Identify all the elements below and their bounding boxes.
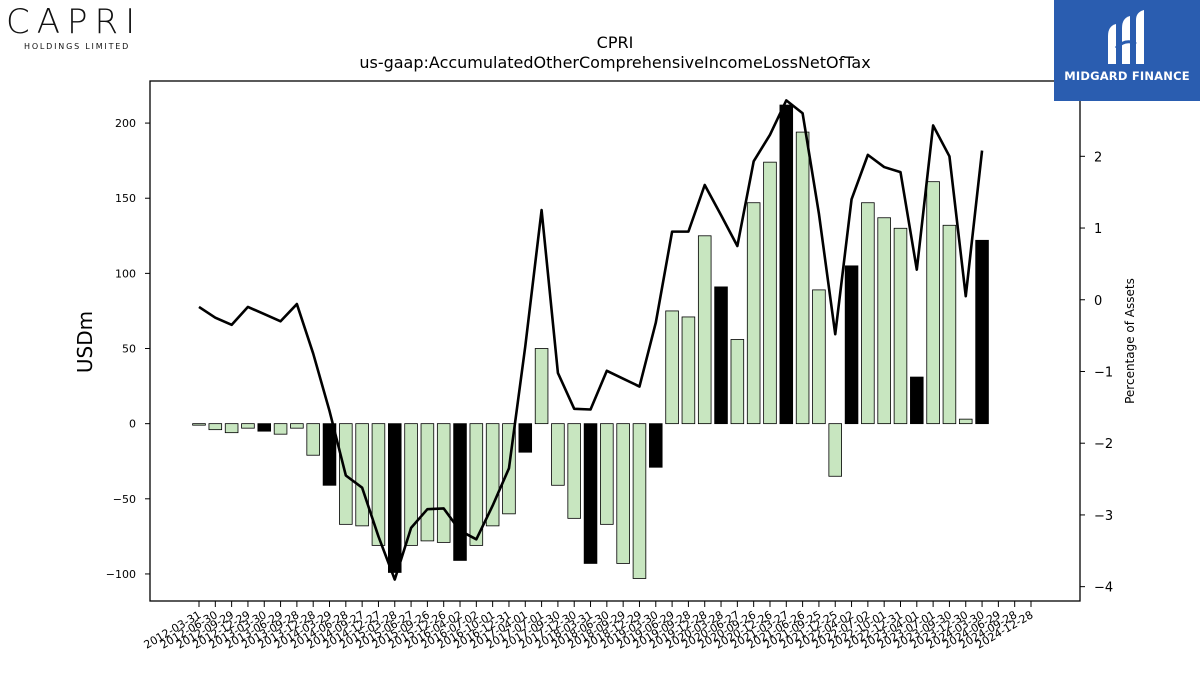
bar-2023-09-30 — [942, 224, 957, 425]
midgard-mark-icon — [1108, 10, 1144, 64]
y-tick-label: 100 — [115, 267, 136, 280]
bar-2023-07-01 — [926, 181, 940, 425]
y-tick-label: 0 — [129, 418, 136, 431]
y-tick-label: 50 — [122, 343, 136, 356]
bar-2022-07-02 — [861, 202, 875, 425]
bar-2017-04-01 — [518, 423, 533, 453]
bar-2019-03-30 — [649, 423, 663, 468]
bar-layer — [192, 104, 989, 579]
bar-2014-12-27 — [371, 423, 386, 546]
bar-2014-03-29 — [322, 423, 337, 486]
bar-2015-12-26 — [436, 423, 451, 543]
y-axis-label: USDm — [73, 311, 97, 373]
midgard-brand-text: MIDGARD FINANCE — [1064, 69, 1190, 83]
bar-2024-03-30 — [975, 239, 989, 425]
y2-axis-label: Percentage of Assets — [1123, 278, 1137, 404]
bar-2013-09-28 — [290, 423, 304, 429]
y2-tick-label: 1 — [1094, 222, 1102, 237]
bar-2013-12-28 — [306, 423, 320, 456]
y2-tick-label: −3 — [1094, 509, 1113, 524]
bar-2022-10-01 — [877, 217, 891, 425]
bar-2017-12-30 — [567, 423, 581, 519]
bar-2020-06-27 — [730, 339, 745, 425]
bar-2012-03-31 — [192, 423, 206, 426]
bar-2022-04-02 — [844, 265, 859, 425]
y2-tick-label: −4 — [1094, 581, 1113, 596]
bar-2017-09-30 — [551, 423, 565, 486]
y-tick-label: 150 — [115, 192, 136, 205]
bar-2015-03-28 — [387, 423, 402, 573]
bar-2021-06-26 — [795, 131, 810, 425]
bar-2019-09-28 — [681, 316, 696, 425]
bar-2015-06-27 — [404, 423, 418, 546]
bar-2016-10-01 — [485, 423, 500, 527]
bar-2022-12-31 — [893, 227, 908, 425]
y2-tick-label: 0 — [1094, 294, 1102, 309]
bar-2018-12-29 — [632, 423, 647, 579]
bar-2014-09-27 — [355, 423, 369, 527]
bar-2012-12-29 — [241, 423, 255, 429]
bar-2018-06-30 — [600, 423, 614, 525]
bar-2023-12-30 — [958, 418, 973, 425]
line-layer — [198, 99, 984, 581]
plot-frame — [149, 80, 1081, 602]
bar-2019-06-29 — [665, 310, 679, 425]
bar-2018-09-29 — [616, 423, 630, 564]
percentage-of-assets-line — [198, 99, 984, 581]
bar-2021-03-27 — [779, 104, 794, 425]
capri-logo: CAPRI HOLDINGS LIMITED — [4, 2, 154, 54]
axes-layer: −100−50050100150200−4−3−2−10122012-03-31… — [106, 80, 1113, 652]
bar-2020-12-26 — [763, 161, 777, 425]
bar-2012-09-29 — [224, 423, 239, 434]
bar-2021-12-25 — [828, 423, 842, 477]
bar-2019-12-28 — [697, 235, 712, 425]
bar-2020-03-28 — [714, 286, 728, 425]
y2-tick-label: −2 — [1094, 437, 1113, 452]
bar-2020-09-26 — [746, 202, 761, 425]
chart-title: CPRI — [597, 33, 634, 52]
bar-2012-06-30 — [208, 423, 223, 431]
bar-2013-03-30 — [257, 423, 272, 432]
y-tick-label: −50 — [113, 493, 136, 506]
bar-2023-04-01 — [910, 376, 924, 425]
bar-2017-07-01 — [534, 348, 549, 425]
y2-tick-label: −1 — [1094, 365, 1113, 380]
y2-tick-label: 2 — [1094, 150, 1102, 165]
bar-2021-09-25 — [812, 289, 826, 425]
capri-logo-subtitle: HOLDINGS LIMITED — [24, 42, 131, 51]
chart-subtitle: us-gaap:AccumulatedOtherComprehensiveInc… — [359, 53, 870, 72]
bar-2013-06-29 — [273, 423, 288, 435]
bar-2016-04-02 — [453, 423, 467, 561]
y-tick-label: 200 — [115, 117, 136, 130]
capri-logo-name: CAPRI — [6, 2, 143, 42]
midgard-finance-logo: MIDGARD FINANCE — [1054, 0, 1200, 101]
bar-2016-07-02 — [469, 423, 484, 546]
y-tick-label: −100 — [106, 568, 136, 581]
bar-2015-09-26 — [420, 423, 435, 542]
bar-2018-03-31 — [583, 423, 598, 564]
